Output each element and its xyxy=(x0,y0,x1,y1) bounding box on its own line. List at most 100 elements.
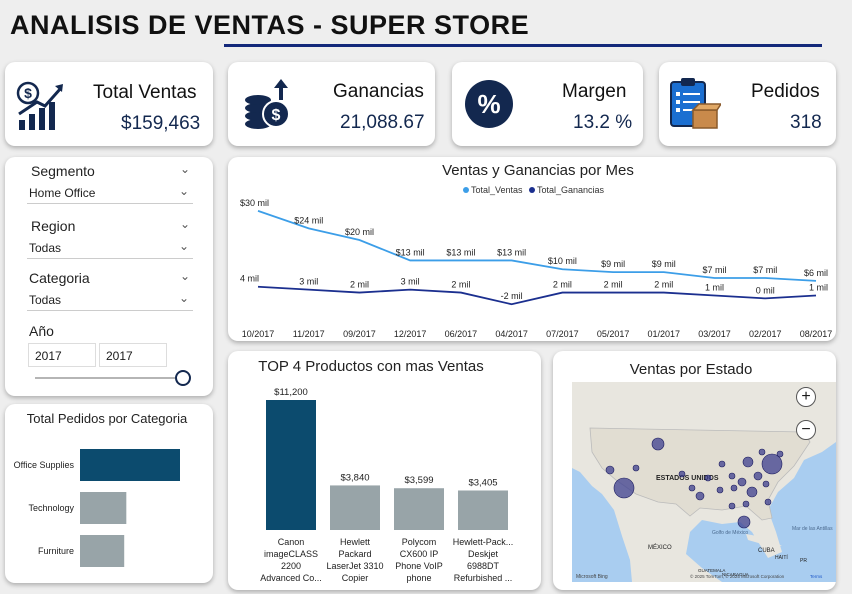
pedidos-categoria-card: Total Pedidos por Categoria Office Suppl… xyxy=(5,404,213,583)
data-label: 0 mil xyxy=(756,285,775,295)
zoom-in-button[interactable]: + xyxy=(796,387,816,407)
map-bubble xyxy=(742,500,750,508)
x-tick-label: 10/2017 xyxy=(242,329,275,339)
page-title: ANALISIS DE VENTAS - SUPER STORE xyxy=(10,10,530,40)
map-bubble xyxy=(742,456,754,468)
x-tick-label: Polycom xyxy=(402,537,437,547)
x-tick-label: 03/2017 xyxy=(698,329,731,339)
data-label: $3,405 xyxy=(468,477,497,488)
year-slider-track[interactable] xyxy=(35,377,175,379)
data-label: $3,840 xyxy=(340,472,369,483)
bar[interactable] xyxy=(266,400,316,530)
x-tick-label: 08/2017 xyxy=(800,329,833,339)
bar[interactable] xyxy=(458,490,508,530)
map-bubble xyxy=(632,464,640,472)
map-attribution: © 2025 TomTom, © 2025 Microsoft Corporat… xyxy=(690,573,785,579)
map-label-country: ESTADOS UNIDOS xyxy=(656,475,719,482)
map-bubble xyxy=(762,480,770,488)
chevron-down-icon: ⌄ xyxy=(178,239,189,253)
x-tick-label: Packard xyxy=(338,549,371,559)
title-underline xyxy=(224,44,822,47)
bar[interactable] xyxy=(80,492,127,524)
bar[interactable] xyxy=(80,449,180,481)
legend-label: Total_Ganancias xyxy=(537,185,605,195)
chart-title: Total Pedidos por Categoria xyxy=(26,411,188,426)
kpi-ganancias-label: Ganancias xyxy=(333,81,424,102)
data-label: $7 mil xyxy=(703,265,727,275)
data-label: $9 mil xyxy=(601,259,625,269)
us-map[interactable]: ESTADOS UNIDOS MÉXICO CUBA Golfo de Méxi… xyxy=(572,382,836,582)
data-label: $13 mil xyxy=(396,247,425,257)
map-label-haiti: HAITÍ xyxy=(775,554,788,561)
x-tick-label: 09/2017 xyxy=(343,329,376,339)
data-label: 2 mil xyxy=(451,280,470,290)
kpi-card-pedidos: Pedidos 318 xyxy=(659,62,836,146)
zoom-out-button[interactable]: − xyxy=(796,420,816,440)
kpi-ventas-label: Total Ventas xyxy=(93,82,197,103)
x-tick-label: 12/2017 xyxy=(394,329,427,339)
clipboard-box-icon xyxy=(670,78,721,129)
data-label: $3,599 xyxy=(404,475,433,486)
map-title: Ventas por Estado xyxy=(629,361,753,378)
y-tick-label: Office Supplies xyxy=(14,460,75,470)
x-tick-label: Hewlett-Pack... xyxy=(453,537,514,547)
kpi-ganancias-value: 21,088.67 xyxy=(340,112,425,133)
map-bubble xyxy=(764,498,772,506)
legend-marker xyxy=(529,187,535,193)
map-bubble xyxy=(718,460,726,468)
map-bubble xyxy=(704,474,712,482)
x-tick-label: 05/2017 xyxy=(597,329,630,339)
top-productos-card: TOP 4 Productos con mas Ventas $11,200 Ca… xyxy=(228,351,541,590)
map-label-gulf: Golfo de México xyxy=(712,530,748,536)
kpi-margen-value: 13.2 % xyxy=(573,112,633,133)
filter-panel: Segmento ⌄ Home Office ⌄ Region ⌄ Todas … xyxy=(5,157,213,396)
data-label: 4 mil xyxy=(240,274,259,284)
map-bubbles xyxy=(605,437,784,529)
categoria-dropdown[interactable]: Todas ⌄ xyxy=(27,289,193,311)
bar[interactable] xyxy=(394,488,444,530)
chevron-down-icon[interactable]: ⌄ xyxy=(180,217,191,231)
ventas-ganancias-card: Ventas y Ganancias por Mes Total_Ventas T… xyxy=(228,157,836,341)
data-label: 1 mil xyxy=(809,282,828,292)
x-tick-label: 11/2017 xyxy=(293,329,325,339)
region-selected: Todas xyxy=(29,241,62,255)
land-us xyxy=(589,427,811,521)
map-bubble xyxy=(688,484,696,492)
x-tick-label: Deskjet xyxy=(468,549,499,559)
x-tick-label: 07/2017 xyxy=(546,329,579,339)
segmento-dropdown[interactable]: Home Office ⌄ xyxy=(27,182,193,204)
categoria-title: Categoria xyxy=(29,270,90,286)
year-to-input[interactable]: 2017 xyxy=(99,343,167,367)
data-label: $20 mil xyxy=(345,227,374,237)
kpi-pedidos-label: Pedidos xyxy=(751,81,820,102)
bar[interactable] xyxy=(80,535,125,567)
map-label-pr: PR xyxy=(800,558,807,564)
x-tick-label: 02/2017 xyxy=(749,329,782,339)
legend-marker xyxy=(463,187,469,193)
bar[interactable] xyxy=(330,485,380,530)
map-bubble xyxy=(776,450,784,458)
year-from-input[interactable]: 2017 xyxy=(28,343,96,367)
region-dropdown[interactable]: Todas ⌄ xyxy=(27,237,193,259)
map-bubble xyxy=(728,502,736,510)
map-bubble xyxy=(651,437,665,451)
map-bubble xyxy=(737,515,751,529)
line-chart: Total_Ventas Total_Ganancias $30 mil $24 mi… xyxy=(240,185,833,339)
map-card: Ventas por Estado ESTADOS UNIDOS MÉXICO … xyxy=(553,351,836,590)
sales-growth-icon: $ xyxy=(16,81,63,130)
year-slider-handle[interactable] xyxy=(175,370,191,386)
x-tick-label: Advanced Co... xyxy=(260,573,322,583)
map-label-nicaragua: NICARAGUA xyxy=(722,572,749,577)
x-tick-label: phone xyxy=(406,573,431,583)
x-tick-label: CX600 IP xyxy=(400,549,439,559)
chevron-down-icon[interactable]: ⌄ xyxy=(180,269,191,283)
kpi-card-ventas: $ Total Ventas $159,463 xyxy=(5,62,213,146)
series-line-Total_Ventas xyxy=(257,209,817,282)
data-label: $30 mil xyxy=(240,198,269,208)
map-bubble xyxy=(678,470,686,478)
x-tick-label: 04/2017 xyxy=(495,329,528,339)
chevron-down-icon[interactable]: ⌄ xyxy=(180,162,191,176)
map-label-caribbean: Mar de las Antillas xyxy=(792,526,833,532)
y-tick-label: Furniture xyxy=(38,546,74,556)
money-coins-icon: $ xyxy=(245,79,290,129)
